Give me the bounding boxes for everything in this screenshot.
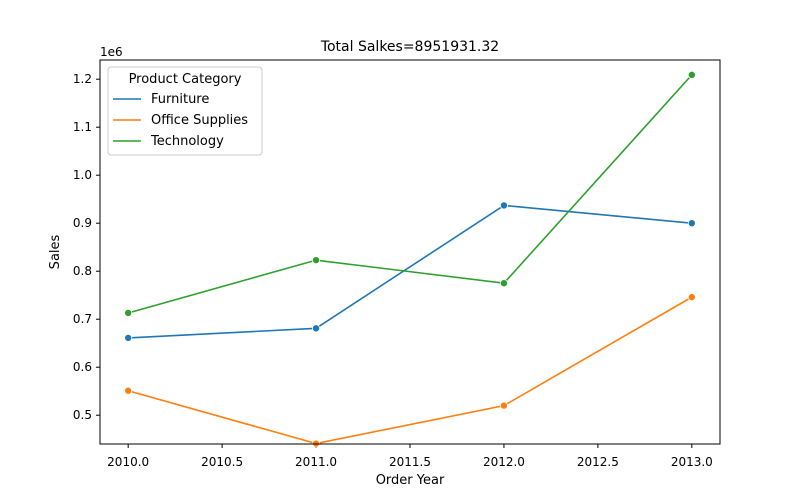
legend-label-technology: Technology — [150, 134, 224, 149]
x-tick-label: 2013.0 — [671, 455, 713, 469]
plot-frame — [99, 59, 721, 445]
legend-box — [107, 66, 263, 156]
data-point-technology — [312, 256, 321, 265]
series-line-office-supplies — [127, 296, 693, 445]
y-tick-label: 0.8 — [73, 264, 92, 278]
x-tick-label: 2012.5 — [577, 455, 619, 469]
x-tick-label: 2011.5 — [389, 455, 431, 469]
legend: Product Category Furniture Office Supplie… — [107, 66, 263, 156]
x-tick-label: 2010.0 — [107, 455, 149, 469]
data-point-technology — [499, 279, 508, 288]
data-point-furniture — [687, 219, 696, 228]
series-line-furniture — [128, 204, 692, 339]
y-tick-label: 1.0 — [73, 168, 92, 182]
data-point-technology — [687, 70, 696, 79]
y-axis-label: Sales — [48, 234, 63, 269]
x-axis-ticks: 2010.0 2010.5 2011.0 2011.5 2012.0 2012.5 2013… — [107, 444, 713, 469]
data-point-furniture — [499, 201, 508, 210]
series-lines — [127, 74, 693, 445]
data-point-office-supplies — [499, 401, 508, 410]
y-axis-ticks: 0.5 0.6 0.7 0.8 0.9 1.0 1.1 1.2 — [73, 72, 100, 422]
legend-title: Product Category — [129, 72, 242, 87]
y-tick-label: 0.5 — [73, 408, 92, 422]
data-point-furniture — [124, 333, 133, 342]
data-point-furniture — [312, 324, 321, 333]
data-point-office-supplies — [124, 386, 133, 395]
legend-label-office-supplies: Office Supplies — [151, 113, 248, 128]
y-tick-label: 1.2 — [73, 72, 92, 86]
y-tick-label: 0.9 — [73, 216, 92, 230]
data-point-technology — [124, 308, 133, 317]
y-tick-label: 0.6 — [73, 360, 92, 374]
legend-label-furniture: Furniture — [151, 92, 209, 107]
y-axis-offset-label: 1e6 — [100, 45, 123, 59]
x-tick-label: 2011.0 — [295, 455, 337, 469]
series-points — [124, 70, 696, 448]
data-point-office-supplies — [687, 293, 696, 302]
x-tick-label: 2010.5 — [201, 455, 243, 469]
y-tick-label: 1.1 — [73, 120, 92, 134]
x-axis-label: Order Year — [376, 473, 445, 488]
series-line-technology — [127, 74, 693, 314]
y-tick-label: 0.7 — [73, 312, 92, 326]
chart-title: Total Salkes=8951931.32 — [320, 39, 499, 55]
x-tick-label: 2012.0 — [483, 455, 525, 469]
